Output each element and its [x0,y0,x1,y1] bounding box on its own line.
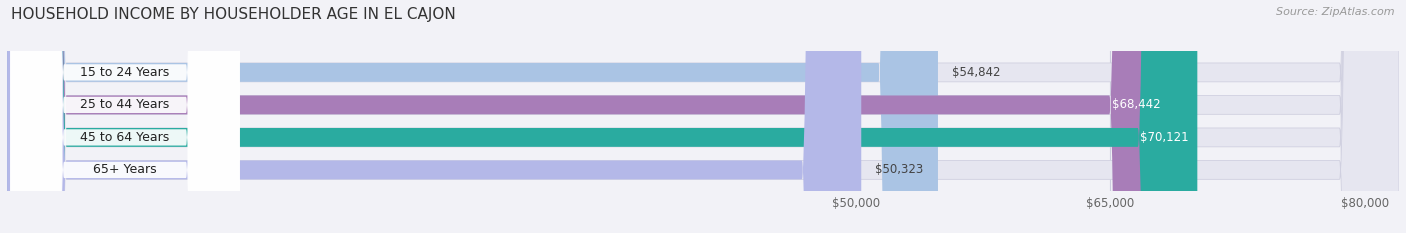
Text: 15 to 24 Years: 15 to 24 Years [80,66,170,79]
FancyBboxPatch shape [7,0,1168,233]
FancyBboxPatch shape [10,0,239,233]
Text: $54,842: $54,842 [952,66,1000,79]
FancyBboxPatch shape [7,0,938,233]
FancyBboxPatch shape [10,0,239,233]
FancyBboxPatch shape [7,0,1399,233]
FancyBboxPatch shape [7,0,862,233]
FancyBboxPatch shape [7,0,1399,233]
Text: $68,442: $68,442 [1112,98,1160,111]
Text: $70,121: $70,121 [1140,131,1189,144]
FancyBboxPatch shape [7,0,1399,233]
FancyBboxPatch shape [10,0,239,233]
Text: $50,323: $50,323 [875,163,924,176]
Text: 65+ Years: 65+ Years [93,163,157,176]
Text: 25 to 44 Years: 25 to 44 Years [80,98,170,111]
FancyBboxPatch shape [10,0,239,233]
FancyBboxPatch shape [7,0,1399,233]
Text: HOUSEHOLD INCOME BY HOUSEHOLDER AGE IN EL CAJON: HOUSEHOLD INCOME BY HOUSEHOLDER AGE IN E… [11,7,456,22]
Text: Source: ZipAtlas.com: Source: ZipAtlas.com [1277,7,1395,17]
Text: 45 to 64 Years: 45 to 64 Years [80,131,170,144]
FancyBboxPatch shape [7,0,1198,233]
